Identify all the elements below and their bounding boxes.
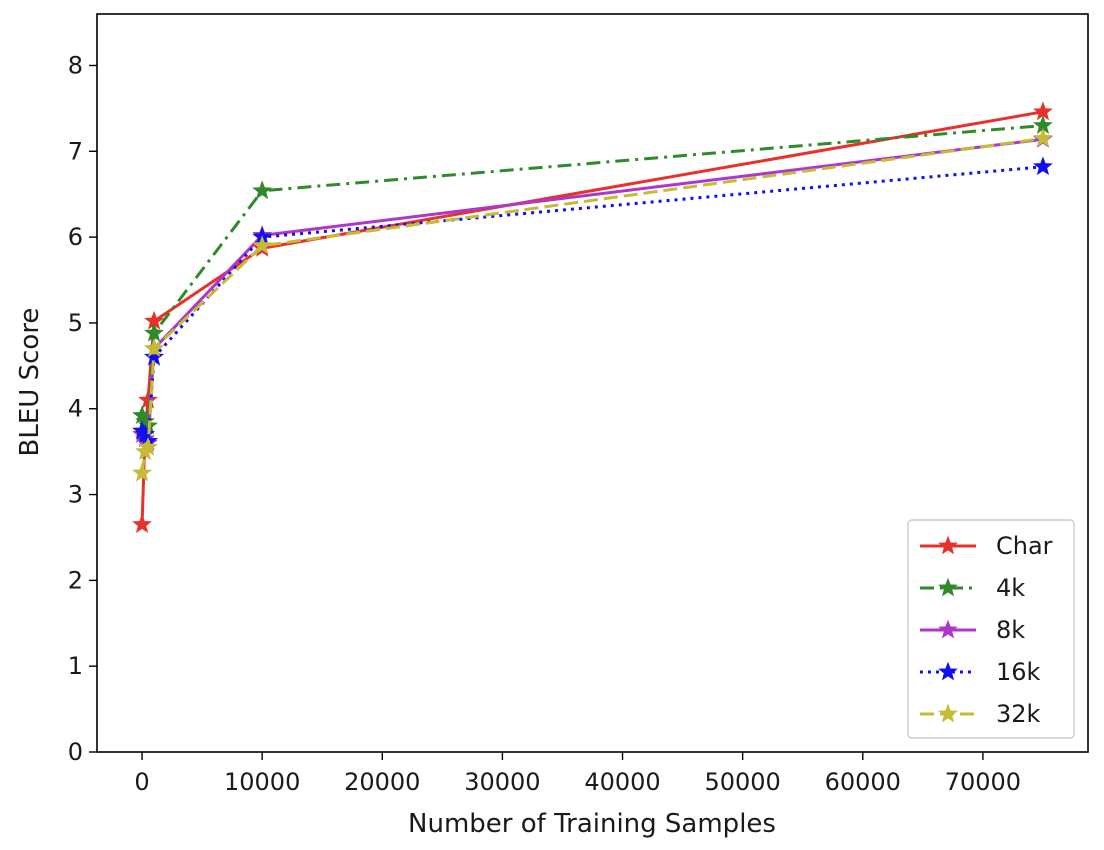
series-32k bbox=[132, 128, 1053, 482]
x-tick-label: 0 bbox=[134, 768, 149, 796]
data-point-star bbox=[144, 338, 164, 358]
data-point-star bbox=[132, 514, 152, 534]
data-point-star bbox=[252, 235, 273, 255]
legend-label: 8k bbox=[996, 616, 1025, 644]
y-tick-label: 7 bbox=[68, 137, 83, 165]
legend: Char 4k 8k 16k 32k bbox=[907, 519, 1075, 739]
data-point-star bbox=[138, 436, 158, 456]
x-tick-label: 70000 bbox=[945, 768, 1021, 796]
x-tick-label: 40000 bbox=[584, 768, 660, 796]
data-point-star bbox=[144, 322, 164, 342]
data-point-star bbox=[1033, 128, 1053, 147]
y-tick-label: 5 bbox=[68, 309, 83, 337]
y-tick-label: 4 bbox=[68, 395, 83, 423]
x-tick-label: 30000 bbox=[464, 768, 540, 796]
legend-marker bbox=[938, 535, 958, 555]
series-line bbox=[140, 165, 1044, 443]
legend-label: 16k bbox=[996, 658, 1041, 686]
series-line bbox=[140, 136, 1044, 474]
x-tick-label: 60000 bbox=[825, 768, 901, 796]
y-axis-label: BLEU Score bbox=[15, 308, 45, 457]
legend-label: 32k bbox=[996, 700, 1041, 728]
series-line bbox=[140, 110, 1044, 525]
legend-label: Char bbox=[996, 532, 1053, 560]
data-point-star bbox=[1033, 156, 1053, 176]
x-tick-label: 20000 bbox=[344, 768, 420, 796]
data-point-star bbox=[132, 462, 152, 482]
series-4k bbox=[132, 115, 1053, 435]
series-line bbox=[140, 137, 1044, 445]
y-tick-label: 0 bbox=[68, 738, 83, 766]
y-tick-label: 3 bbox=[68, 481, 83, 509]
series-line bbox=[140, 124, 1044, 428]
plot-frame bbox=[96, 13, 1089, 753]
series-char bbox=[132, 101, 1053, 534]
y-tick-label: 6 bbox=[68, 223, 83, 251]
y-tick-label: 2 bbox=[68, 566, 83, 594]
x-tick-label: 10000 bbox=[224, 768, 300, 796]
legend-marker bbox=[938, 619, 958, 639]
data-point-star bbox=[252, 180, 273, 200]
x-axis-label: Number of Training Samples bbox=[408, 809, 776, 839]
legend-marker bbox=[938, 661, 958, 681]
legend-marker bbox=[938, 577, 958, 597]
legend-marker bbox=[938, 703, 958, 723]
legend-box bbox=[907, 519, 1075, 739]
y-tick-label: 1 bbox=[68, 652, 83, 680]
y-tick-label: 8 bbox=[68, 51, 83, 79]
legend-label: 4k bbox=[996, 574, 1025, 602]
x-tick-label: 50000 bbox=[704, 768, 780, 796]
